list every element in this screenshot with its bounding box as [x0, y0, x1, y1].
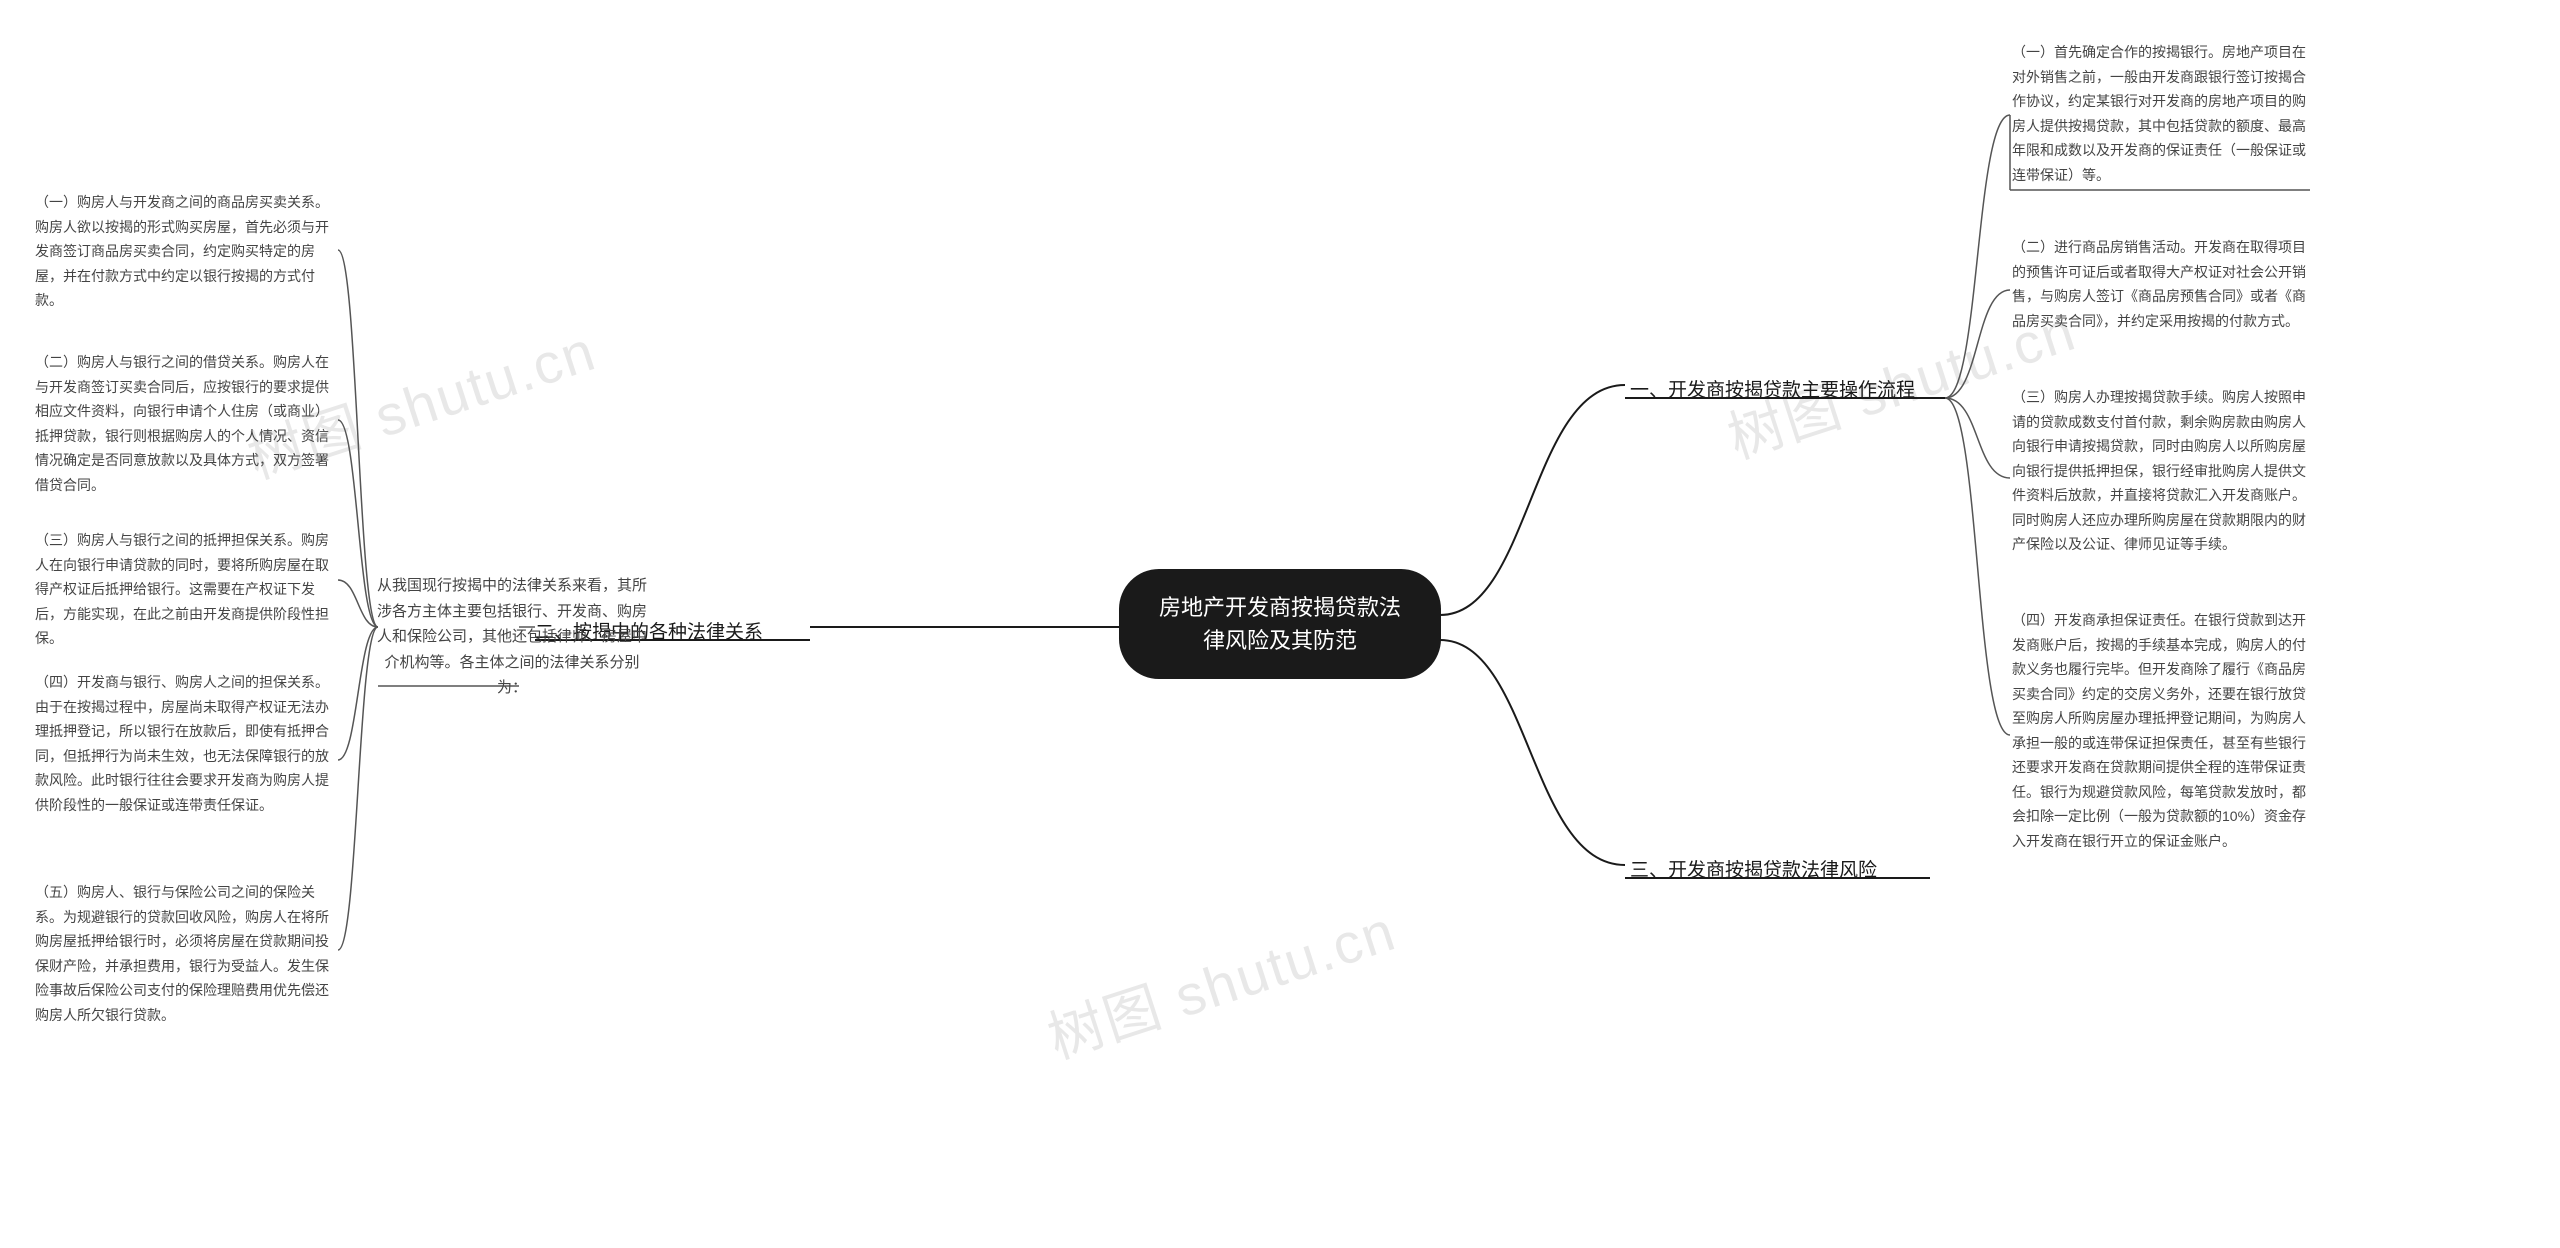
- central-node: 房地产开发商按揭贷款法 律风险及其防范: [1119, 569, 1441, 679]
- leaf-1-1: （一）首先确定合作的按揭银行。房地产项目在对外销售之前，一般由开发商跟银行签订按…: [2012, 40, 2307, 187]
- leaf-2-1: （一）购房人与开发商之间的商品房买卖关系。购房人欲以按揭的形式购买房屋，首先必须…: [35, 190, 330, 313]
- leaf-1-3: （三）购房人办理按揭贷款手续。购房人按照申请的贷款成数支付首付款，剩余购房款由购…: [2012, 385, 2307, 557]
- branch-2-intro: 从我国现行按揭中的法律关系来看，其所涉各方主体主要包括银行、开发商、购房人和保险…: [377, 573, 647, 701]
- leaf-2-4: （四）开发商与银行、购房人之间的担保关系。由于在按揭过程中，房屋尚未取得产权证无…: [35, 670, 330, 817]
- leaf-2-2: （二）购房人与银行之间的借贷关系。购房人在与开发商签订买卖合同后，应按银行的要求…: [35, 350, 330, 497]
- branch-3-label: 三、开发商按揭贷款法律风险: [1630, 855, 1877, 882]
- leaf-2-5: （五）购房人、银行与保险公司之间的保险关系。为规避银行的贷款回收风险，购房人在将…: [35, 880, 330, 1027]
- leaf-1-2: （二）进行商品房销售活动。开发商在取得项目的预售许可证后或者取得大产权证对社会公…: [2012, 235, 2307, 333]
- central-title-line2: 律风险及其防范: [1203, 628, 1357, 653]
- central-title-line1: 房地产开发商按揭贷款法: [1159, 595, 1401, 620]
- watermark: 树图 shutu.cn: [1036, 886, 1405, 1075]
- leaf-2-3: （三）购房人与银行之间的抵押担保关系。购房人在向银行申请贷款的同时，要将所购房屋…: [35, 528, 330, 651]
- branch-1-label: 一、开发商按揭贷款主要操作流程: [1630, 375, 1915, 402]
- leaf-1-4: （四）开发商承担保证责任。在银行贷款到达开发商账户后，按揭的手续基本完成，购房人…: [2012, 608, 2307, 853]
